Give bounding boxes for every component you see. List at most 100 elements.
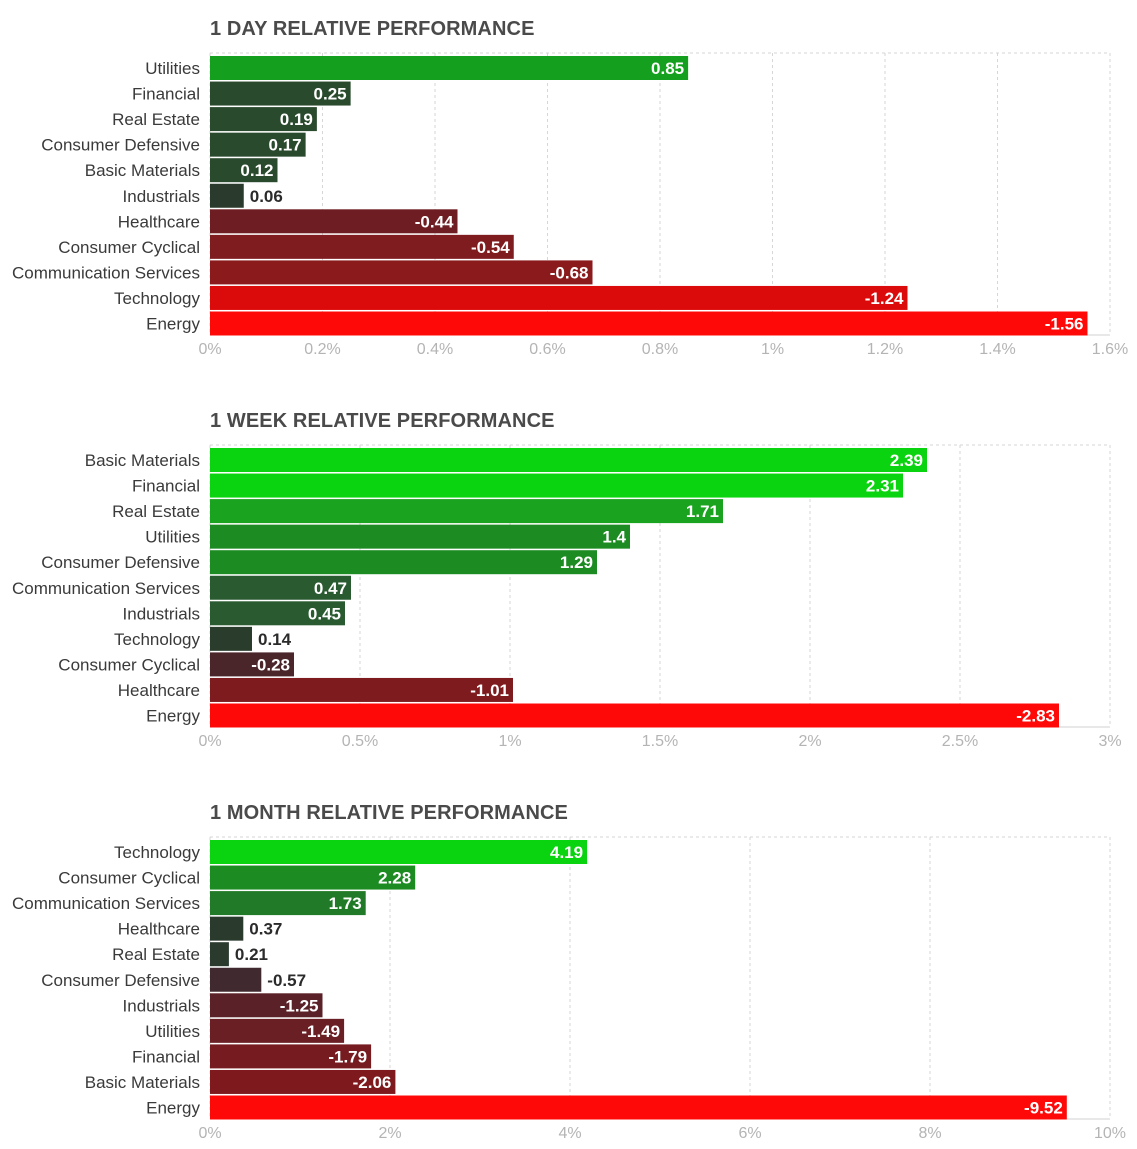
bar [210, 524, 630, 549]
bar [210, 575, 351, 600]
value-label: 0.45 [308, 604, 341, 623]
category-label: Real Estate [112, 945, 200, 964]
value-label: 0.47 [314, 579, 347, 598]
bar [210, 891, 366, 916]
tick-label: 1% [761, 341, 784, 358]
bar [210, 499, 723, 524]
tick-label: 0.4% [417, 341, 453, 358]
value-label: 0.37 [249, 920, 282, 939]
category-label: Energy [146, 1099, 200, 1118]
tick-label: 0.2% [304, 341, 340, 358]
value-label: -1.49 [301, 1022, 340, 1041]
category-label: Utilities [145, 1022, 200, 1041]
tick-label: 0% [198, 341, 221, 358]
bar [210, 677, 513, 702]
category-label: Basic Materials [85, 161, 200, 180]
value-label: -2.83 [1016, 707, 1055, 726]
value-label: 0.25 [314, 85, 347, 104]
category-label: Utilities [145, 528, 200, 547]
value-label: 0.19 [280, 110, 313, 129]
value-label: -1.79 [328, 1047, 367, 1066]
bar [210, 840, 588, 864]
tick-label: 0.5% [342, 733, 378, 750]
value-label: 2.39 [890, 451, 923, 470]
value-label: 1.4 [602, 528, 626, 547]
category-label: Healthcare [118, 212, 200, 231]
bar [210, 601, 345, 626]
bar [210, 311, 1088, 336]
bar [210, 132, 306, 157]
value-label: 0.06 [250, 187, 283, 206]
category-label: Real Estate [112, 502, 200, 521]
value-label: -0.57 [267, 971, 306, 990]
category-label: Utilities [145, 59, 200, 78]
bar [210, 1044, 372, 1069]
category-label: Financial [132, 85, 200, 104]
chart-title: 1 MONTH RELATIVE PERFORMANCE [210, 802, 568, 824]
tick-label: 3% [1098, 733, 1121, 750]
category-label: Industrials [123, 996, 200, 1015]
value-label: -1.24 [865, 289, 904, 308]
tick-label: 0% [198, 1125, 221, 1142]
bar [210, 865, 416, 890]
tick-label: 2.5% [942, 733, 978, 750]
category-label: Technology [114, 630, 201, 649]
value-label: 1.29 [560, 553, 593, 572]
value-label: 4.19 [550, 843, 583, 862]
bar [210, 916, 244, 941]
bar [210, 626, 252, 651]
category-label: Technology [114, 843, 201, 862]
tick-label: 6% [738, 1125, 761, 1142]
value-label: -0.44 [415, 212, 454, 231]
chart-svg: Basic Materials 2.39 Financial 2.31 Real Est… [12, 444, 1122, 750]
value-label: -1.56 [1045, 315, 1084, 334]
tick-label: 10% [1094, 1125, 1126, 1142]
chart-svg: Utilities 0.85 Financial 0.25 Real Estate 0.1… [12, 52, 1128, 358]
tick-label: 2% [378, 1125, 401, 1142]
value-label: 0.12 [240, 161, 273, 180]
bar [210, 81, 351, 106]
value-label: -2.06 [353, 1073, 392, 1092]
value-label: 0.17 [269, 136, 302, 155]
category-label: Healthcare [118, 681, 200, 700]
category-label: Real Estate [112, 110, 200, 129]
value-label: -1.25 [280, 996, 319, 1015]
tick-label: 1.4% [979, 341, 1015, 358]
bar [210, 993, 323, 1018]
bar [210, 183, 244, 208]
tick-label: 1% [498, 733, 521, 750]
tick-label: 1.2% [867, 341, 903, 358]
bar [210, 473, 903, 498]
category-label: Communication Services [12, 894, 200, 913]
value-label: 1.73 [329, 894, 362, 913]
tick-label: 8% [918, 1125, 941, 1142]
tick-label: 4% [558, 1125, 581, 1142]
bar [210, 942, 229, 967]
chart-svg: Technology 4.19 Consumer Cyclical 2.28 Commu… [12, 836, 1126, 1142]
category-label: Financial [132, 477, 200, 496]
value-label: -0.28 [251, 655, 290, 674]
value-label: 2.28 [378, 869, 411, 888]
category-label: Energy [146, 315, 200, 334]
bar [210, 448, 927, 472]
bar [210, 652, 294, 677]
tick-label: 2% [798, 733, 821, 750]
tick-label: 0% [198, 733, 221, 750]
category-label: Consumer Defensive [41, 553, 200, 572]
value-label: 0.14 [258, 630, 292, 649]
tick-label: 0.8% [642, 341, 678, 358]
category-label: Technology [114, 289, 201, 308]
chart-title: 1 WEEK RELATIVE PERFORMANCE [210, 410, 555, 432]
category-label: Healthcare [118, 920, 200, 939]
bar [210, 285, 908, 310]
category-label: Communication Services [12, 579, 200, 598]
value-label: -0.68 [550, 263, 589, 282]
category-label: Consumer Cyclical [58, 238, 200, 257]
bar [210, 703, 1059, 728]
category-label: Basic Materials [85, 451, 200, 470]
bar [210, 1018, 345, 1043]
category-label: Consumer Cyclical [58, 869, 200, 888]
value-label: 0.85 [651, 59, 684, 78]
bar [210, 967, 262, 992]
bar [210, 1095, 1067, 1120]
